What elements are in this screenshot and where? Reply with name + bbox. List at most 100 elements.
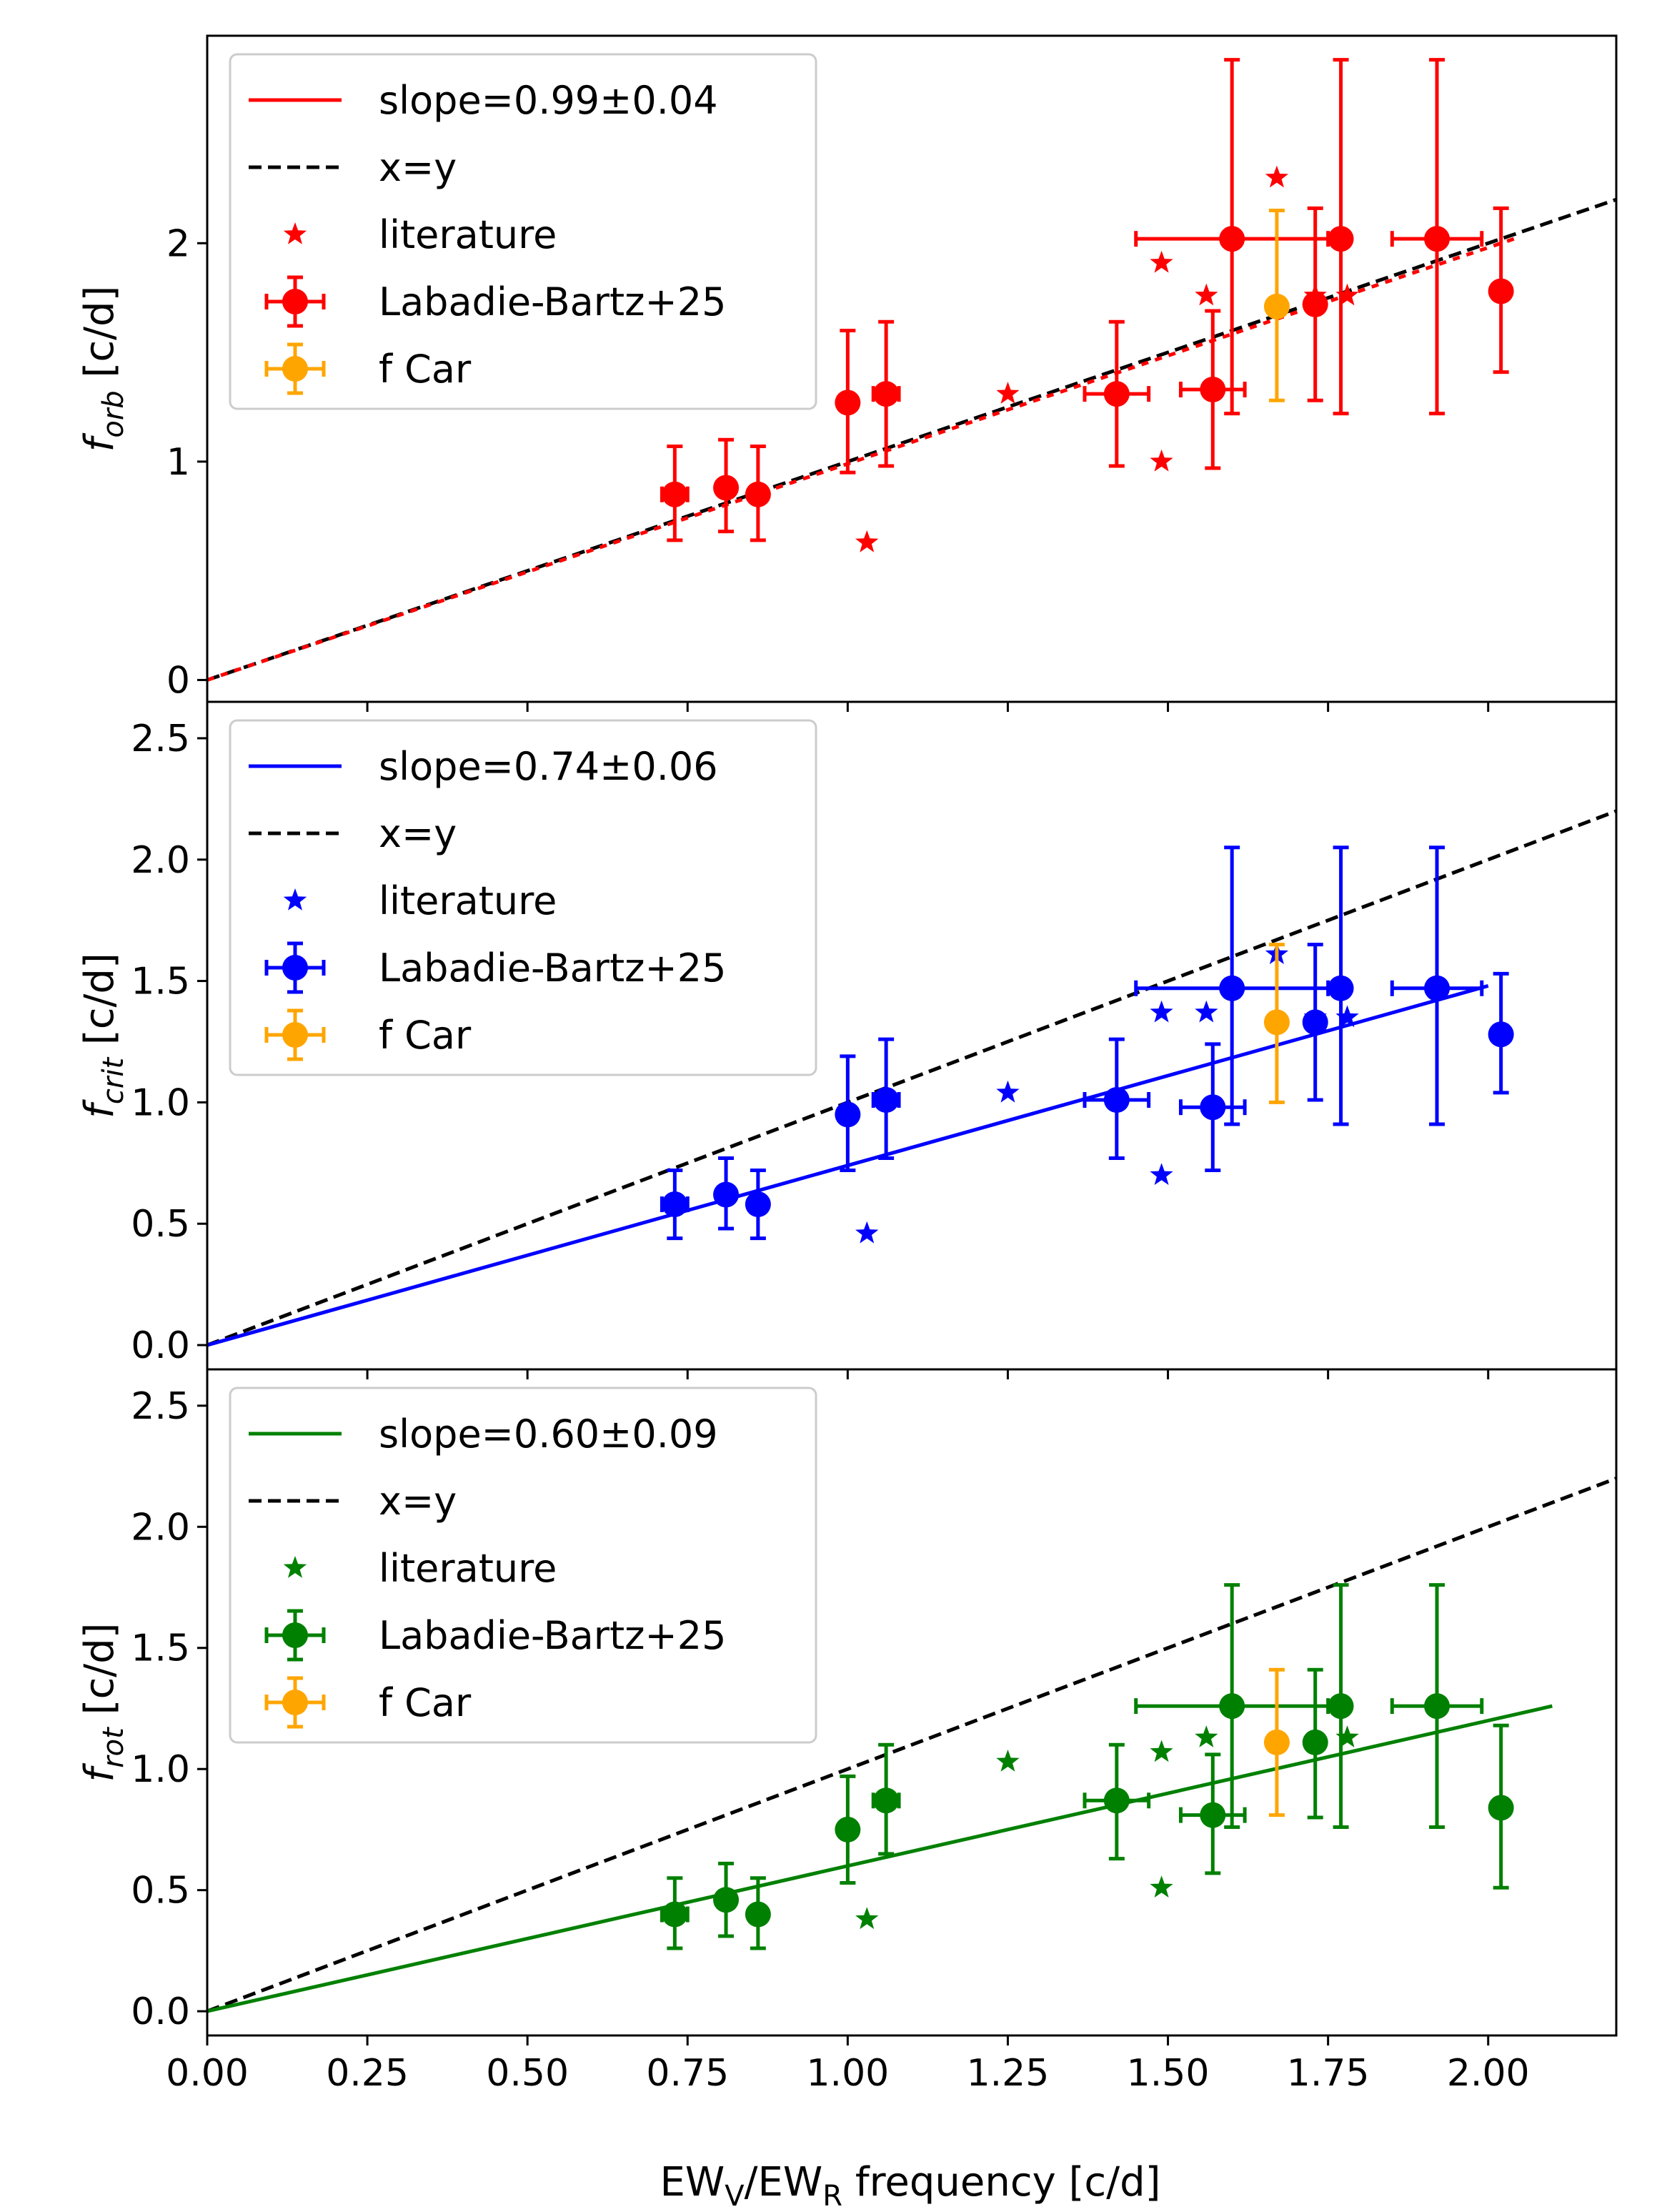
fcar-point-marker [1263,1009,1290,1036]
labadie-bartz-point [1178,1752,1247,1875]
labadie-bartz-point [660,1168,690,1241]
fit-line [207,1704,1553,2013]
x-tick-label: 1.50 [1127,2052,1210,2095]
plot-area [207,1477,1616,2013]
legend-lb-swatch-marker [282,955,308,981]
x-tick-label: 1.75 [1287,2052,1370,2095]
labadie-bartz-point-marker [1200,1094,1226,1121]
legend-literature-swatch [283,888,307,911]
y-tick-label: 0.0 [131,1324,190,1367]
labadie-bartz-point [713,437,740,534]
legend-lb-swatch [264,941,326,994]
legend-literature-swatch [283,222,307,244]
fcar-point-marker [1263,293,1290,319]
literature-point [1265,165,1289,188]
labadie-bartz-point [835,1774,861,1885]
labadie-bartz-point-marker [1488,1795,1514,1821]
labadie-bartz-point [835,329,861,475]
y-tick-label: 1 [166,441,190,484]
literature-point [1150,1740,1173,1762]
labadie-bartz-point-marker [1200,1802,1226,1828]
legend-box [229,53,817,410]
legend-label-lit: literature [379,878,557,923]
x-equals-y-line [207,809,1616,1347]
legend: slope=0.74±0.06 x=y literature Labadie-Bart… [229,719,817,1076]
labadie-bartz-point-marker [835,1101,861,1128]
labadie-bartz-point [745,444,771,542]
legend-fcar-swatch-marker [282,356,308,382]
panel-frame [206,1368,1618,2037]
literature-point [1195,1000,1218,1023]
labadie-bartz-point-marker [745,1901,771,1928]
labadie-bartz-point [1083,1037,1151,1161]
labadie-bartz-point [660,1876,690,1950]
x-axis-title: EWV/EWR frequency [c/d] [660,2159,1161,2212]
labadie-bartz-point-marker [835,390,861,416]
literature-point [996,382,1020,404]
labadie-bartz-point [1390,845,1484,1126]
legend-label-fit: slope=0.99±0.04 [379,78,718,123]
labadie-bartz-point [1134,1583,1330,1830]
x-tick-label: 1.25 [967,2052,1050,2095]
literature-point [1335,1005,1359,1028]
labadie-bartz-point-marker [873,381,900,407]
legend-label-fcar: f Car [379,1013,472,1058]
legend-label-xy: x=y [379,145,457,190]
literature-point [1150,250,1173,273]
legend-label-fcar: f Car [379,1680,472,1725]
labadie-bartz-point-marker [662,1191,688,1218]
legend-lb-swatch-marker [282,1622,308,1648]
x-tick-label: 1.00 [806,2052,889,2095]
legend-literature-swatch [283,1556,307,1578]
labadie-bartz-point [835,1054,861,1172]
fcar-point [1263,1667,1290,1817]
labadie-bartz-point [871,1742,901,1856]
literature-point [1195,283,1218,306]
labadie-bartz-point [1328,58,1354,416]
labadie-bartz-point [1488,971,1514,1095]
labadie-bartz-point-marker [1219,975,1245,1001]
legend-lb-swatch [264,275,326,328]
labadie-bartz-point [713,1861,740,1938]
labadie-bartz-point [1328,845,1354,1126]
x-tick-label: 2.00 [1447,2052,1530,2095]
labadie-bartz-point-marker [1488,1021,1514,1048]
labadie-bartz-point [1390,58,1484,416]
literature-point [1195,1725,1218,1747]
legend-label-lit: literature [379,1546,557,1591]
literature-point [996,1750,1020,1772]
plot-area [207,58,1616,682]
labadie-bartz-point [1302,943,1328,1102]
y-tick-label: 0.0 [131,1990,190,2033]
literature-point [855,530,879,552]
x-tick-label: 0.50 [486,2052,569,2095]
legend-fcar-swatch [264,1008,326,1061]
labadie-bartz-point-marker [1328,975,1354,1001]
labadie-bartz-point-marker [745,1191,771,1218]
literature-point [1150,1000,1173,1023]
legend-fcar-swatch [264,1676,326,1729]
legend: slope=0.99±0.04 x=y literature Labadie-Bart… [229,53,817,410]
y-axis-title: frot [c/d] [76,1622,130,1782]
y-tick-label: 1.5 [131,1627,190,1670]
labadie-bartz-point [1178,1042,1247,1172]
panel-middle: 0.0 0.5 1.0 1.5 2.0 2.5 fcrit [c/d] slope=0.74±… [76,700,1618,1379]
labadie-bartz-point [1134,845,1330,1126]
legend-label-fit: slope=0.74±0.06 [379,744,718,789]
y-tick-label: 1.5 [131,961,190,1003]
x-tick-label: 0.00 [166,2052,249,2095]
labadie-bartz-point-marker [1328,1693,1354,1720]
labadie-bartz-point-marker [1103,1787,1130,1814]
labadie-bartz-point [1178,309,1247,470]
literature-point [1335,1725,1359,1747]
literature-point [1150,1163,1173,1185]
y-tick-label: 2.0 [131,1506,190,1549]
labadie-bartz-point-marker [1219,1693,1245,1720]
labadie-bartz-point-marker [1200,377,1226,403]
labadie-bartz-point [1134,58,1330,416]
labadie-bartz-point [745,1876,771,1950]
labadie-bartz-point [660,444,690,542]
legend-fcar-swatch-marker [282,1022,308,1048]
y-tick-label: 2.5 [131,1385,190,1428]
